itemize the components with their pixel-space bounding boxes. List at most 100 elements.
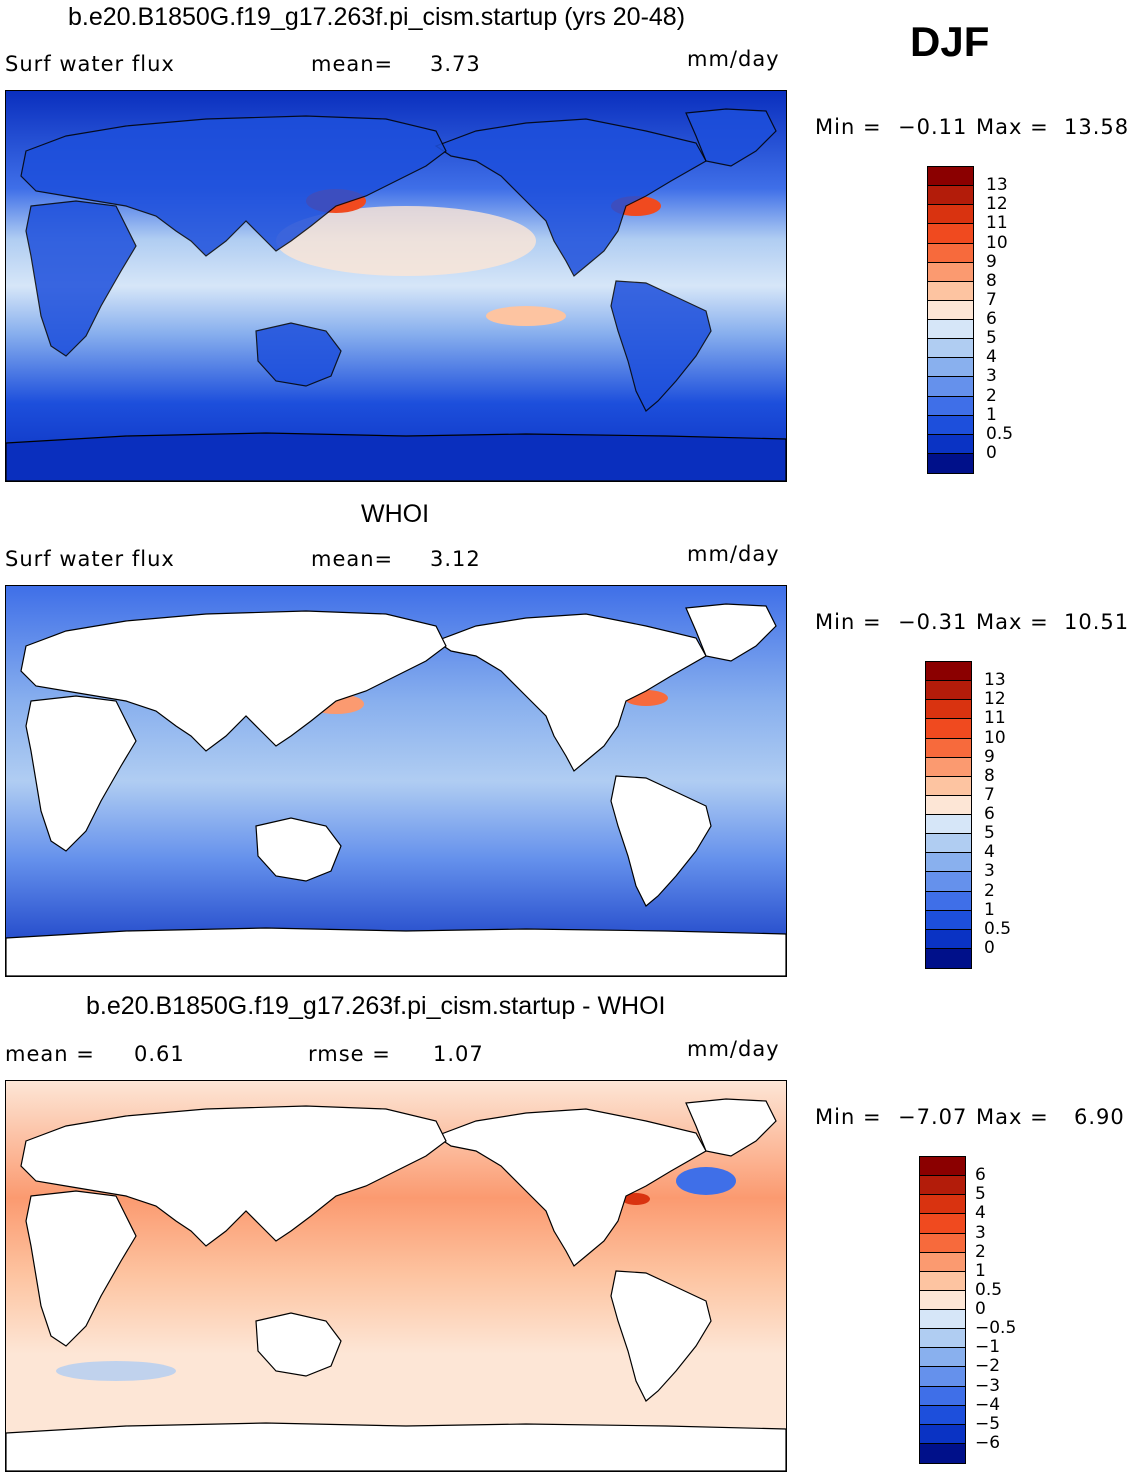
colorbar-segment [926,834,971,854]
panel-2-title: WHOI [361,500,430,528]
panel-3-mean-label: mean = [5,1042,95,1066]
colorbar-tick-label: −2 [975,1356,1001,1377]
colorbar-tick-label: 7 [984,784,995,805]
colorbar-tick-label: 3 [984,861,995,882]
panel-1-units: mm/day [687,47,780,71]
colorbar-tick-label: −1 [975,1337,1001,1358]
colorbar-tick-label: 0 [975,1299,986,1319]
panel-3-max-value: 6.90 [1074,1105,1125,1129]
colorbar-segment [928,186,973,206]
colorbar-tick-label: −0.5 [975,1318,1017,1339]
panel-3-max-label: Max = [976,1105,1049,1129]
colorbar-segment [920,1176,965,1196]
colorbar-tick-label: 9 [984,746,995,767]
panel-3-map-svg [6,1081,786,1471]
colorbar-tick-label: 8 [986,270,997,291]
colorbar-segment [920,1290,965,1310]
colorbar-tick-label: 10 [986,232,1008,253]
colorbar-segment [928,339,973,359]
colorbar-segment [926,719,971,739]
panel-1-variable-label: Surf water flux [5,52,175,76]
colorbar-segment [926,815,971,835]
panel-3-units: mm/day [687,1037,780,1061]
colorbar-tick-label: 6 [984,804,995,824]
colorbar-tick-label: 2 [984,880,995,901]
colorbar-tick-label: 12 [984,689,1006,710]
colorbar-tick-label: 0 [984,937,995,958]
panel-2-units: mm/day [687,542,780,566]
panel-1-min-value: −0.11 [898,115,968,139]
colorbar-tick-label: 4 [986,347,997,368]
colorbar-segment [920,1386,965,1406]
colorbar-segment [928,205,973,225]
panel-2-mean-label: mean= [311,547,394,571]
colorbar-segment [926,891,971,911]
panel-3-rmse-value: 1.07 [433,1042,484,1066]
colorbar-tick-label: −5 [975,1413,1001,1434]
colorbar-segment [928,415,973,435]
colorbar-tick-label: 0 [986,442,997,463]
colorbar-tick-label: 0.5 [986,423,1014,444]
colorbar-segment [926,795,971,815]
panel-3-mean-value: 0.61 [134,1042,185,1066]
colorbar-tick-label: 1 [984,899,995,920]
colorbar-segment [926,853,971,873]
colorbar-segment [928,243,973,263]
colorbar-segment [926,757,971,777]
colorbar-segment [920,1233,965,1253]
colorbar-segment [920,1348,965,1368]
season-label: DJF [910,18,990,65]
colorbar-segment [920,1405,965,1425]
panel-1-map [5,90,787,482]
colorbar-segment [928,434,973,454]
colorbar-segment [920,1214,965,1234]
colorbar-segment [928,377,973,397]
colorbar-tick-label: 9 [986,251,997,272]
colorbar-tick-label: 4 [975,1203,986,1224]
colorbar-segment [928,320,973,340]
colorbar-tick-label: 2 [986,385,997,406]
colorbar-segment [928,167,973,187]
colorbar-tick-label: 7 [986,289,997,310]
colorbar-segment [920,1367,965,1387]
colorbar-tick-label: 4 [984,842,995,863]
colorbar-segment [928,262,973,282]
colorbar-segment [928,281,973,301]
panel-1-max-label: Max = [976,115,1049,139]
panel-3-rmse-label: rmse = [308,1042,391,1066]
panel-1-max-value: 13.58 [1064,115,1127,139]
colorbar-tick-label: 10 [984,727,1006,748]
colorbar-segment [926,681,971,701]
colorbar-segment [920,1157,965,1177]
panel-2-min-value: −0.31 [898,610,968,634]
panel-2-map-svg [6,586,786,976]
panel-2-max-label: Max = [976,610,1049,634]
panel-3-min-value: −7.07 [898,1105,968,1129]
colorbar-segment [926,776,971,796]
panel-2-min-label: Min = [815,610,882,634]
panel-3-map [5,1080,787,1472]
colorbar-tick-label: 5 [975,1184,986,1205]
colorbar-tick-label: 0.5 [975,1279,1003,1300]
panel-2-max-value: 10.51 [1064,610,1127,634]
colorbar-segment [926,662,971,682]
colorbar-segment [920,1424,965,1444]
colorbar-tick-label: 8 [984,765,995,786]
colorbar-segment [920,1195,965,1215]
colorbar-segment [920,1310,965,1330]
panel-1-title: b.e20.B1850G.f19_g17.263f.pi_cism.startu… [68,3,686,31]
panel-2-colorbar [925,661,972,969]
colorbar-tick-label: 13 [986,175,1008,196]
colorbar-tick-label: 11 [984,708,1006,729]
colorbar-tick-label: 11 [986,213,1008,234]
colorbar-segment [926,738,971,758]
colorbar-tick-label: 12 [986,194,1008,215]
colorbar-tick-label: 0.5 [984,918,1012,939]
colorbar-segment [928,396,973,416]
panel-2-mean-value: 3.12 [430,547,481,571]
colorbar-tick-label: 3 [975,1222,986,1243]
colorbar-segment [928,300,973,320]
colorbar-segment [926,948,971,968]
colorbar-tick-label: 5 [986,328,997,349]
colorbar-segment [926,929,971,949]
